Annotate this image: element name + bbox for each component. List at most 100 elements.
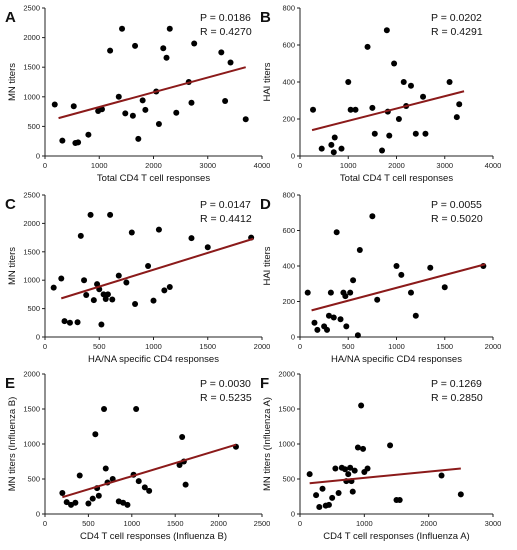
data-point	[311, 319, 318, 326]
x-axis-label: HA/NA specific CD4 responses	[331, 354, 462, 365]
y-tick-label: 0	[36, 510, 40, 519]
x-tick-label: 0	[43, 519, 47, 528]
data-point	[412, 312, 419, 319]
x-tick-label: 0	[43, 161, 47, 170]
data-point	[364, 465, 371, 472]
data-point	[331, 134, 338, 141]
data-point	[51, 101, 58, 108]
panel-e: E 0 500 1000 1500 2000 2500 0 500 1000 1500 2000 CD4…	[5, 370, 270, 543]
data-point	[457, 491, 464, 498]
data-point	[330, 314, 337, 321]
data-point	[345, 471, 352, 478]
data-point	[333, 229, 340, 236]
x-tick-label: 2000	[420, 519, 437, 528]
panel-a: A 0 1000 2000 3000 4000 0 500 1000 1500 2000 2500 To…	[5, 4, 270, 185]
data-point	[369, 213, 376, 220]
data-point	[313, 492, 320, 499]
x-tick-label: 2500	[254, 519, 271, 528]
y-tick-label: 200	[282, 297, 295, 306]
y-tick-label: 2000	[23, 370, 40, 379]
x-tick-label: 4000	[485, 161, 502, 170]
data-point	[391, 60, 398, 67]
data-point	[412, 130, 419, 137]
y-tick-label: 0	[291, 510, 295, 519]
data-point	[101, 406, 108, 412]
data-point	[374, 296, 381, 303]
data-point	[81, 277, 88, 284]
x-tick-label: 2000	[254, 342, 271, 351]
data-point	[122, 110, 129, 117]
data-point	[386, 132, 393, 139]
data-point	[90, 297, 97, 304]
data-point	[129, 112, 136, 119]
x-tick-label: 0	[298, 519, 302, 528]
data-point	[107, 47, 114, 54]
data-point	[115, 272, 122, 279]
data-point	[427, 264, 434, 271]
x-axis-label: CD4 T cell responses (Influenza B)	[80, 531, 227, 542]
data-point	[242, 116, 249, 123]
x-axis-label: Total CD4 T cell responses	[97, 173, 210, 184]
x-tick-label: 1000	[388, 342, 405, 351]
x-tick-label: 0	[298, 342, 302, 351]
x-tick-label: 3000	[436, 161, 453, 170]
y-tick-label: 1500	[23, 247, 40, 256]
x-tick-label: 500	[82, 519, 95, 528]
y-tick-label: 500	[27, 475, 40, 484]
y-tick-label: 1500	[23, 63, 40, 72]
data-point	[407, 289, 414, 296]
y-axis-label: MN titers (Influenza B)	[7, 397, 18, 492]
data-point	[179, 434, 186, 440]
data-point	[356, 247, 363, 254]
data-point	[441, 284, 448, 291]
data-point	[89, 495, 96, 502]
data-point	[109, 296, 116, 303]
data-point	[166, 284, 173, 291]
y-tick-label: 0	[36, 333, 40, 342]
data-point	[347, 289, 354, 296]
y-tick-label: 1000	[23, 92, 40, 101]
panel-d: D 0 500 1000 1500 2000 0 200 400 600 800 HA/NA spec…	[260, 191, 501, 366]
r-value-label: R = 0.4291	[431, 26, 483, 38]
data-point	[335, 490, 342, 496]
data-point	[155, 121, 162, 128]
x-tick-label: 1000	[145, 342, 162, 351]
data-point	[102, 295, 109, 302]
data-point	[160, 45, 167, 52]
y-tick-label: 1000	[278, 440, 295, 449]
data-point	[123, 279, 130, 286]
x-tick-label: 1000	[91, 161, 108, 170]
data-point	[135, 135, 142, 142]
data-point	[163, 54, 170, 61]
data-point	[379, 147, 386, 154]
data-point	[66, 319, 73, 326]
data-point	[74, 319, 81, 326]
x-tick-label: 4000	[254, 161, 271, 170]
data-point	[351, 467, 358, 474]
y-tick-label: 400	[282, 78, 295, 87]
x-tick-label: 3000	[485, 519, 502, 528]
data-point	[420, 93, 427, 100]
data-point	[349, 488, 356, 495]
data-point	[383, 27, 390, 34]
y-tick-label: 2500	[23, 4, 40, 13]
x-axis-label: HA/NA specific CD4 responses	[88, 354, 219, 365]
data-point	[133, 406, 140, 412]
data-point	[155, 226, 162, 233]
data-point	[72, 499, 79, 506]
y-tick-label: 200	[282, 115, 295, 124]
regression-line	[311, 90, 465, 132]
data-point	[422, 130, 429, 137]
data-point	[350, 277, 357, 284]
data-point	[354, 332, 361, 339]
y-axis-label: MN titers	[7, 63, 18, 101]
data-point	[85, 131, 92, 138]
data-point	[318, 145, 325, 152]
data-point	[59, 137, 66, 144]
data-point	[119, 25, 126, 32]
y-tick-label: 1000	[23, 440, 40, 449]
y-tick-label: 0	[36, 152, 40, 161]
data-point	[325, 312, 332, 319]
x-tick-label: 1000	[356, 519, 373, 528]
x-tick-label: 1500	[436, 342, 453, 351]
